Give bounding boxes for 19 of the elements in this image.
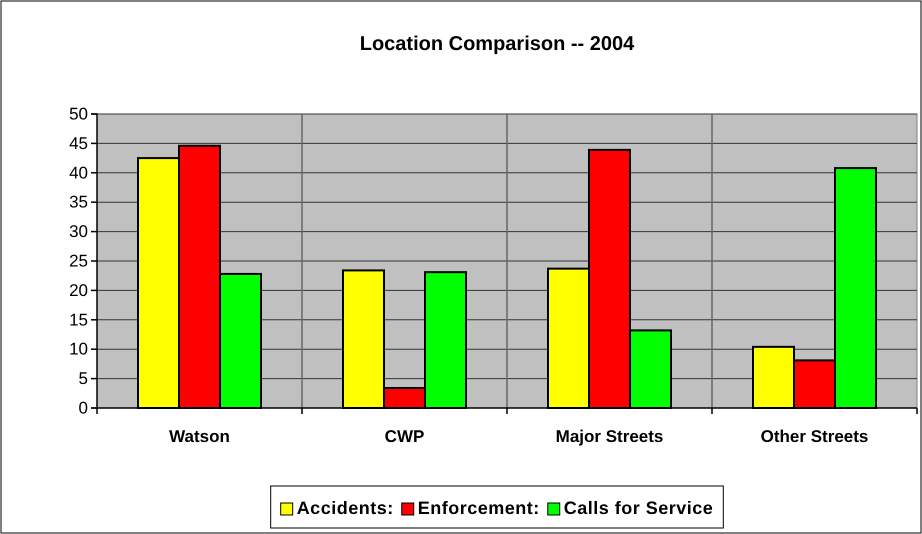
legend-label: Calls for Service (564, 498, 714, 518)
chart-title: Location Comparison -- 2004 (360, 33, 636, 55)
x-tick-label: Watson (169, 427, 230, 446)
x-tick-label: Major Streets (556, 427, 664, 446)
y-tick-label: 25 (69, 251, 88, 270)
y-tick-label: 15 (69, 310, 88, 330)
y-tick-label: 50 (69, 104, 88, 124)
legend-label: Enforcement: (418, 498, 540, 518)
y-tick-label: 0 (78, 398, 88, 418)
y-tick-label: 5 (78, 369, 88, 388)
x-tick-label: CWP (384, 427, 424, 446)
x-tick-label: Other Streets (760, 427, 868, 446)
y-tick-label: 40 (69, 163, 88, 182)
y-tick-label: 45 (69, 134, 88, 153)
y-tick-label: 30 (69, 222, 88, 242)
legend-label: Accidents: (296, 498, 394, 518)
y-tick-label: 10 (69, 340, 88, 359)
y-tick-label: 20 (69, 280, 88, 300)
y-tick-label: 35 (69, 192, 88, 212)
